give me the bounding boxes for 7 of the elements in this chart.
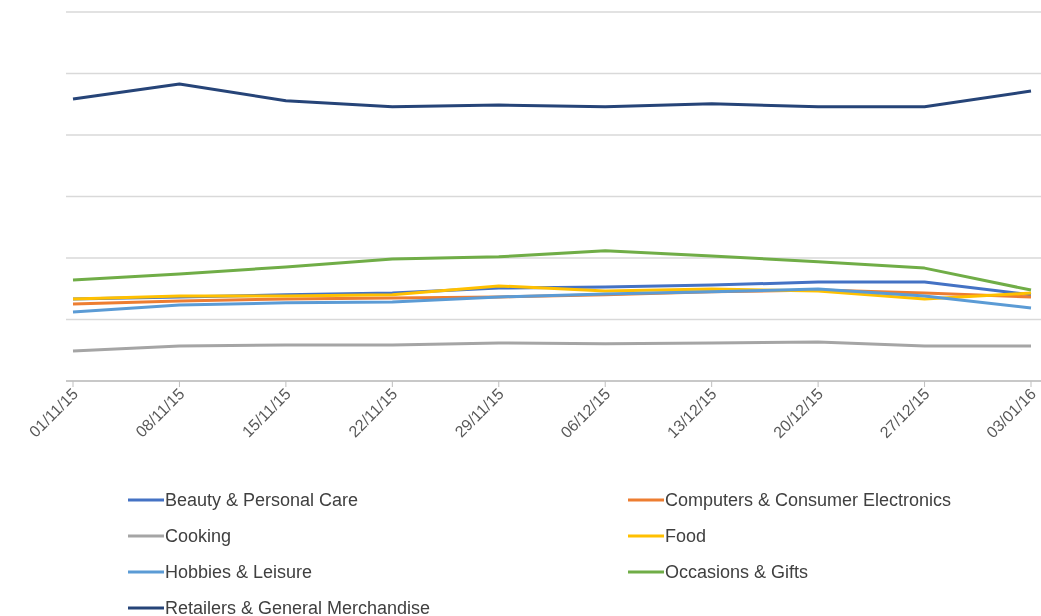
legend-label: Beauty & Personal Care [165,490,359,510]
legend-label: Occasions & Gifts [665,562,809,582]
legend-label: Retailers & General Merchandise [165,598,431,616]
legend-label: Computers & Consumer Electronics [665,490,952,510]
legend-label: Hobbies & Leisure [165,562,313,582]
legend-label: Food [665,526,707,546]
legend-label: Cooking [165,526,232,546]
